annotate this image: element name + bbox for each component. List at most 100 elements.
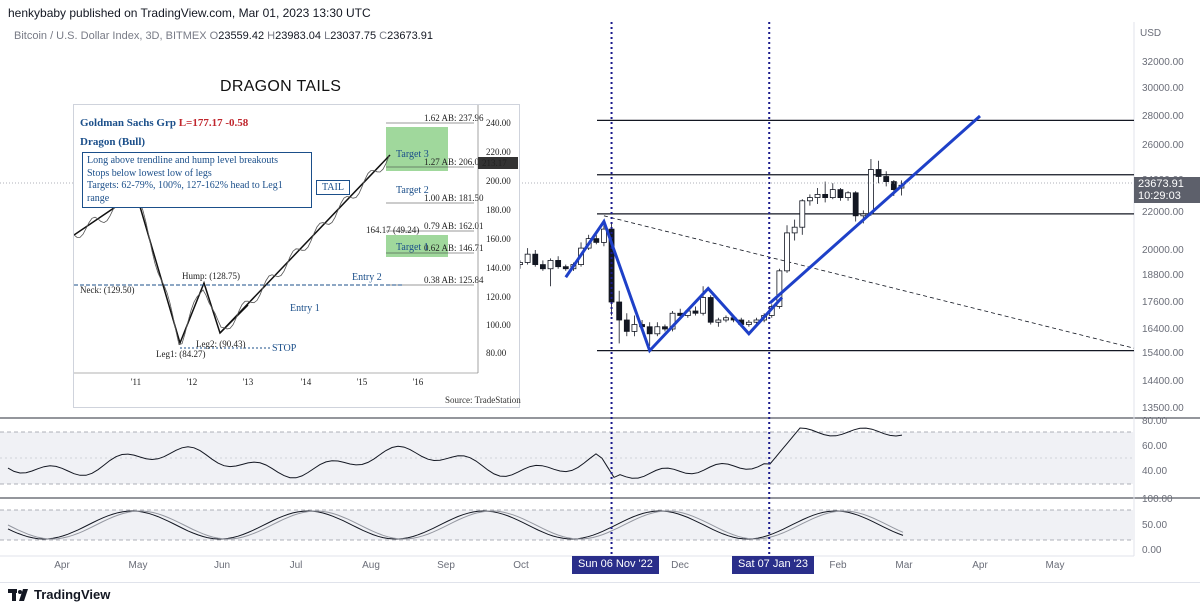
vertical-date-markers[interactable] <box>610 22 771 556</box>
inset-label-entry1: Entry 1 <box>290 303 320 314</box>
date-badge-nov: Sun 06 Nov '22 <box>572 556 659 574</box>
inset-dragon-zigzag <box>74 191 249 346</box>
current-price-value: 23673.91 <box>1138 178 1184 190</box>
stoch-tick-label: 50.00 <box>1142 520 1167 531</box>
dashed-trendline <box>603 215 1135 349</box>
candle-body <box>745 321 752 325</box>
time-tick-label: Jul <box>290 560 303 571</box>
candle-body <box>654 326 661 335</box>
time-tick-label: Apr <box>54 560 70 571</box>
candle-body <box>547 260 554 270</box>
rsi-indicator <box>7 427 903 479</box>
price-tick-label: 28000.00 <box>1142 111 1184 122</box>
rsi-tick-label: 40.00 <box>1142 466 1167 477</box>
source-label: Source: TradeStation <box>445 395 521 405</box>
inset-ytick: 160.00 <box>486 234 511 244</box>
last-price: L=177.17 <box>178 117 223 129</box>
price-tick-label: 16400.00 <box>1142 324 1184 335</box>
rsi-tick-label: 80.00 <box>1142 416 1167 427</box>
note-2: Stops below lowest low of legs <box>87 167 212 179</box>
inset-label-stop: STOP <box>272 343 297 354</box>
ohlc-low-label: L <box>324 30 331 42</box>
inset-xtick: '11 <box>131 377 141 387</box>
ohlc-open-label: O <box>209 30 219 42</box>
candle-body <box>623 319 630 332</box>
time-tick-label: May <box>129 560 148 571</box>
tradingview-logo[interactable]: TradingView <box>8 587 110 602</box>
horizontal-levels[interactable] <box>597 119 1135 352</box>
inset-price-lines: 240.00 220.00 200.00 180.00 160.00 140.00 120.… <box>74 105 518 387</box>
inset-label-leg2: Leg2: (90.43) <box>196 339 246 349</box>
currency-label: USD <box>1140 28 1161 39</box>
inset-price-tag-bg <box>478 157 518 169</box>
rsi-tick-label: 60.00 <box>1142 441 1167 452</box>
dragon-trendline <box>769 114 981 305</box>
candle-body <box>646 326 653 335</box>
inset-xtick: '16 <box>413 377 424 387</box>
rsi-axis: 80.00 60.00 40.00 <box>1142 416 1167 477</box>
inset-label-hump: Hump: (128.75) <box>182 271 240 281</box>
candle-body <box>539 264 546 270</box>
price-tick-label: 14400.00 <box>1142 376 1184 387</box>
brand-name: TradingView <box>34 587 111 602</box>
inset-ytick: 120.00 <box>486 292 511 302</box>
pattern-notes: Long above trendline and hump level brea… <box>82 152 312 208</box>
inset-ytick: 140.00 <box>486 263 511 273</box>
price-tick-label: 18800.00 <box>1142 270 1184 281</box>
inset-ytick: 220.00 <box>486 147 511 157</box>
candle-body <box>822 193 829 198</box>
time-tick-label: Jun <box>214 560 230 571</box>
inset-ytick: 200.00 <box>486 176 511 186</box>
price-tick-label: 30000.00 <box>1142 83 1184 94</box>
company-name: Goldman Sachs Grp <box>80 117 176 129</box>
time-tick-label: Feb <box>829 560 847 571</box>
candle-body <box>616 301 623 321</box>
inset-xtick: '12 <box>187 377 198 387</box>
publisher-header: henkybaby published on TradingView.com, … <box>0 0 1200 22</box>
dragon-pattern-drawing[interactable] <box>564 114 981 354</box>
inset-price-tag: 213.17 <box>482 158 507 168</box>
inset-ytick: 80.00 <box>486 348 507 358</box>
price-change: -0.58 <box>225 117 249 129</box>
ohlc-close: 23673.91 <box>387 30 433 42</box>
target1-zone <box>386 235 448 257</box>
inset-label-target3: Target 3 <box>396 149 429 160</box>
time-axis[interactable]: Apr May Jun Jul Aug Sep Oct Dec Feb Mar Apr May <box>54 560 1064 571</box>
target3-zone <box>386 127 448 171</box>
price-tick-label: 22000.00 <box>1142 207 1184 218</box>
ohlc-close-label: C <box>379 30 388 42</box>
candle-body <box>631 324 638 332</box>
price-axis[interactable]: 32000.0030000.0028000.0026000.0024000.00… <box>1142 57 1184 414</box>
inset-level-label: 0.38 AB: 125.84 <box>424 275 484 285</box>
inset-xtick: '13 <box>243 377 254 387</box>
inset-label-target1: Target 1 <box>396 242 429 253</box>
ohlc-open: 23559.42 <box>218 30 265 42</box>
candle-body <box>814 193 821 198</box>
candle-body <box>715 319 722 323</box>
candle-body <box>593 238 600 243</box>
price-tick-label: 17600.00 <box>1142 297 1184 308</box>
rsi-line <box>7 427 903 479</box>
price-tick-label: 15400.00 <box>1142 348 1184 359</box>
time-tick-label: May <box>1046 560 1065 571</box>
price-tick-label: 13500.00 <box>1142 403 1184 414</box>
date-badge-jan: Sat 07 Jan '23 <box>732 556 814 574</box>
candle-body <box>860 213 867 217</box>
time-tick-label: Aug <box>362 560 380 571</box>
inset-ytick: 240.00 <box>486 118 511 128</box>
candles <box>517 159 905 346</box>
time-tick-label: Dec <box>671 560 689 571</box>
candle-body <box>791 226 798 234</box>
time-tick-label: Apr <box>972 560 988 571</box>
price-tick-label: 32000.00 <box>1142 57 1184 68</box>
stoch-indicator <box>7 510 904 540</box>
pattern-name: Dragon (Bull) <box>80 136 146 148</box>
note-1: Long above trendline and hump level brea… <box>87 155 279 166</box>
symbol-legend[interactable]: Bitcoin / U.S. Dollar Index, 3D, BITMEX … <box>14 30 433 42</box>
candle-body <box>868 169 874 215</box>
stoch-band <box>0 510 1134 540</box>
tradingview-mark-icon <box>8 588 28 601</box>
bar-countdown: 10:29:03 <box>1138 190 1181 202</box>
candle-body <box>662 326 668 330</box>
